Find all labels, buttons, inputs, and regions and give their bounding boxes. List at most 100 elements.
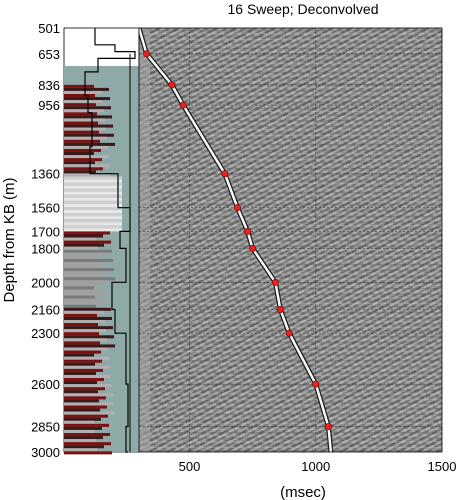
log-band bbox=[64, 118, 105, 122]
log-band bbox=[64, 429, 95, 433]
log-band bbox=[64, 185, 122, 189]
pick-marker bbox=[285, 329, 293, 337]
first-break-line bbox=[139, 28, 333, 452]
log-band bbox=[64, 295, 95, 299]
log-band bbox=[64, 344, 115, 348]
log-band bbox=[64, 274, 100, 278]
pick-marker bbox=[276, 305, 284, 313]
y-tick-label: 2850 bbox=[31, 420, 60, 435]
pick-marker bbox=[168, 81, 176, 89]
log-band bbox=[64, 216, 122, 220]
log-band bbox=[64, 423, 109, 427]
log-band bbox=[64, 103, 96, 107]
log-band bbox=[64, 426, 102, 430]
log-band bbox=[64, 197, 122, 201]
log-band bbox=[64, 243, 104, 247]
y-tick-label: 2160 bbox=[31, 302, 60, 317]
log-band bbox=[64, 286, 94, 290]
log-band bbox=[64, 341, 100, 345]
pick-marker bbox=[244, 227, 252, 235]
log-band bbox=[64, 338, 107, 342]
y-tick-label: 1800 bbox=[31, 241, 60, 256]
log-panel bbox=[63, 27, 140, 455]
log-band bbox=[64, 310, 104, 314]
log-band bbox=[64, 316, 112, 320]
log-band bbox=[64, 145, 108, 149]
log-band bbox=[64, 292, 102, 296]
log-band bbox=[64, 448, 97, 452]
log-band bbox=[64, 411, 115, 415]
log-band bbox=[64, 133, 114, 137]
log-band bbox=[64, 439, 96, 443]
log-band bbox=[64, 359, 102, 363]
log-band bbox=[64, 353, 94, 357]
pick-marker bbox=[221, 170, 229, 178]
log-band bbox=[64, 265, 99, 269]
log-band bbox=[64, 393, 113, 397]
log-band bbox=[64, 280, 108, 284]
log-band bbox=[64, 335, 114, 339]
log-band bbox=[64, 121, 98, 125]
log-band bbox=[64, 381, 97, 385]
log-band bbox=[64, 231, 110, 235]
log-band bbox=[64, 164, 110, 168]
log-band bbox=[64, 261, 106, 266]
log-band bbox=[64, 445, 104, 449]
y-tick-label: 2300 bbox=[31, 326, 60, 341]
log-band bbox=[64, 100, 103, 104]
log-band bbox=[64, 319, 105, 324]
log-band bbox=[64, 408, 100, 412]
log-band bbox=[64, 323, 98, 327]
y-tick-label: 501 bbox=[38, 21, 60, 36]
log-band bbox=[64, 84, 94, 88]
log-band bbox=[64, 167, 103, 171]
y-tick-label: 3000 bbox=[31, 445, 60, 460]
chart-title: 16 Sweep; Deconvolved bbox=[228, 1, 379, 17]
log-band bbox=[64, 268, 114, 272]
pick-marker bbox=[249, 244, 257, 252]
x-axis: 500 1000 1500 bbox=[179, 459, 457, 474]
log-band bbox=[64, 432, 110, 437]
log-band bbox=[64, 225, 122, 229]
log-band bbox=[64, 109, 104, 113]
log-band bbox=[64, 420, 94, 424]
log-band bbox=[64, 289, 109, 293]
log-band bbox=[64, 130, 99, 134]
log-band bbox=[64, 158, 102, 162]
log-band bbox=[64, 203, 122, 207]
log-band bbox=[64, 148, 101, 153]
log-band bbox=[64, 405, 107, 409]
log-band bbox=[64, 414, 108, 418]
y-axis-label: Depth from KB (m) bbox=[1, 177, 18, 302]
log-band bbox=[64, 90, 102, 95]
log-band bbox=[64, 210, 122, 214]
pick-marker bbox=[271, 278, 279, 286]
log-band bbox=[64, 365, 110, 369]
log-band bbox=[64, 240, 111, 244]
log-band bbox=[64, 94, 95, 98]
log-band bbox=[64, 222, 122, 226]
log-band bbox=[64, 139, 100, 143]
log-band bbox=[64, 112, 97, 116]
log-band bbox=[64, 402, 114, 406]
pick-marker bbox=[143, 50, 151, 58]
x-axis-label: (msec) bbox=[280, 484, 326, 500]
log-band bbox=[64, 97, 110, 101]
log-band bbox=[64, 304, 96, 308]
log-band bbox=[64, 155, 109, 159]
log-band bbox=[64, 182, 122, 186]
y-tick-label: 1560 bbox=[31, 201, 60, 216]
log-band bbox=[64, 191, 122, 195]
log-band bbox=[64, 219, 122, 223]
log-band bbox=[64, 362, 95, 366]
log-band bbox=[64, 152, 94, 156]
log-band bbox=[64, 356, 109, 360]
y-tick-label: 1700 bbox=[31, 224, 60, 239]
log-band bbox=[64, 237, 96, 241]
pick-marker bbox=[312, 380, 320, 388]
log-band bbox=[64, 176, 122, 180]
log-band bbox=[64, 417, 101, 421]
log-band bbox=[64, 307, 111, 311]
log-band bbox=[64, 368, 103, 372]
